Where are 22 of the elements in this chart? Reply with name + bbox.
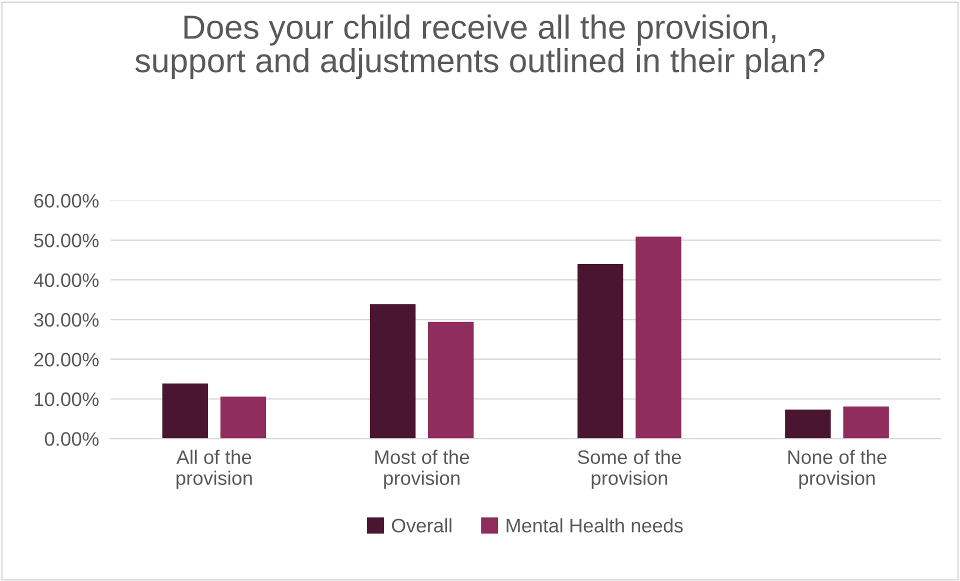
y-tick-label: 60.00%	[34, 194, 99, 208]
bar	[220, 396, 266, 439]
bar	[843, 406, 889, 439]
x-tick-label: Most of the provision	[375, 450, 470, 489]
bar	[370, 304, 416, 439]
legend-label: Overall	[392, 518, 452, 532]
y-tick-label: 50.00%	[34, 234, 99, 248]
y-tick-label: 30.00%	[34, 313, 99, 327]
bar	[785, 410, 831, 439]
bar	[162, 383, 208, 439]
bar	[428, 322, 474, 439]
y-tick-label: 10.00%	[34, 392, 99, 406]
bar	[636, 236, 682, 439]
x-tick-label: None of the provision	[788, 450, 886, 489]
y-tick-label: 0.00%	[44, 432, 99, 446]
y-tick-label: 20.00%	[34, 352, 99, 366]
chart-title: Does your child receive all the provision, support and adjustments outlined in their plan?	[135, 14, 824, 80]
x-tick-label: Some of the provision	[578, 450, 681, 489]
y-tick-label: 40.00%	[34, 273, 99, 288]
bar	[578, 264, 624, 439]
legend-label: Mental Health needs	[506, 518, 683, 532]
x-tick-label: All of the provision	[176, 450, 252, 489]
